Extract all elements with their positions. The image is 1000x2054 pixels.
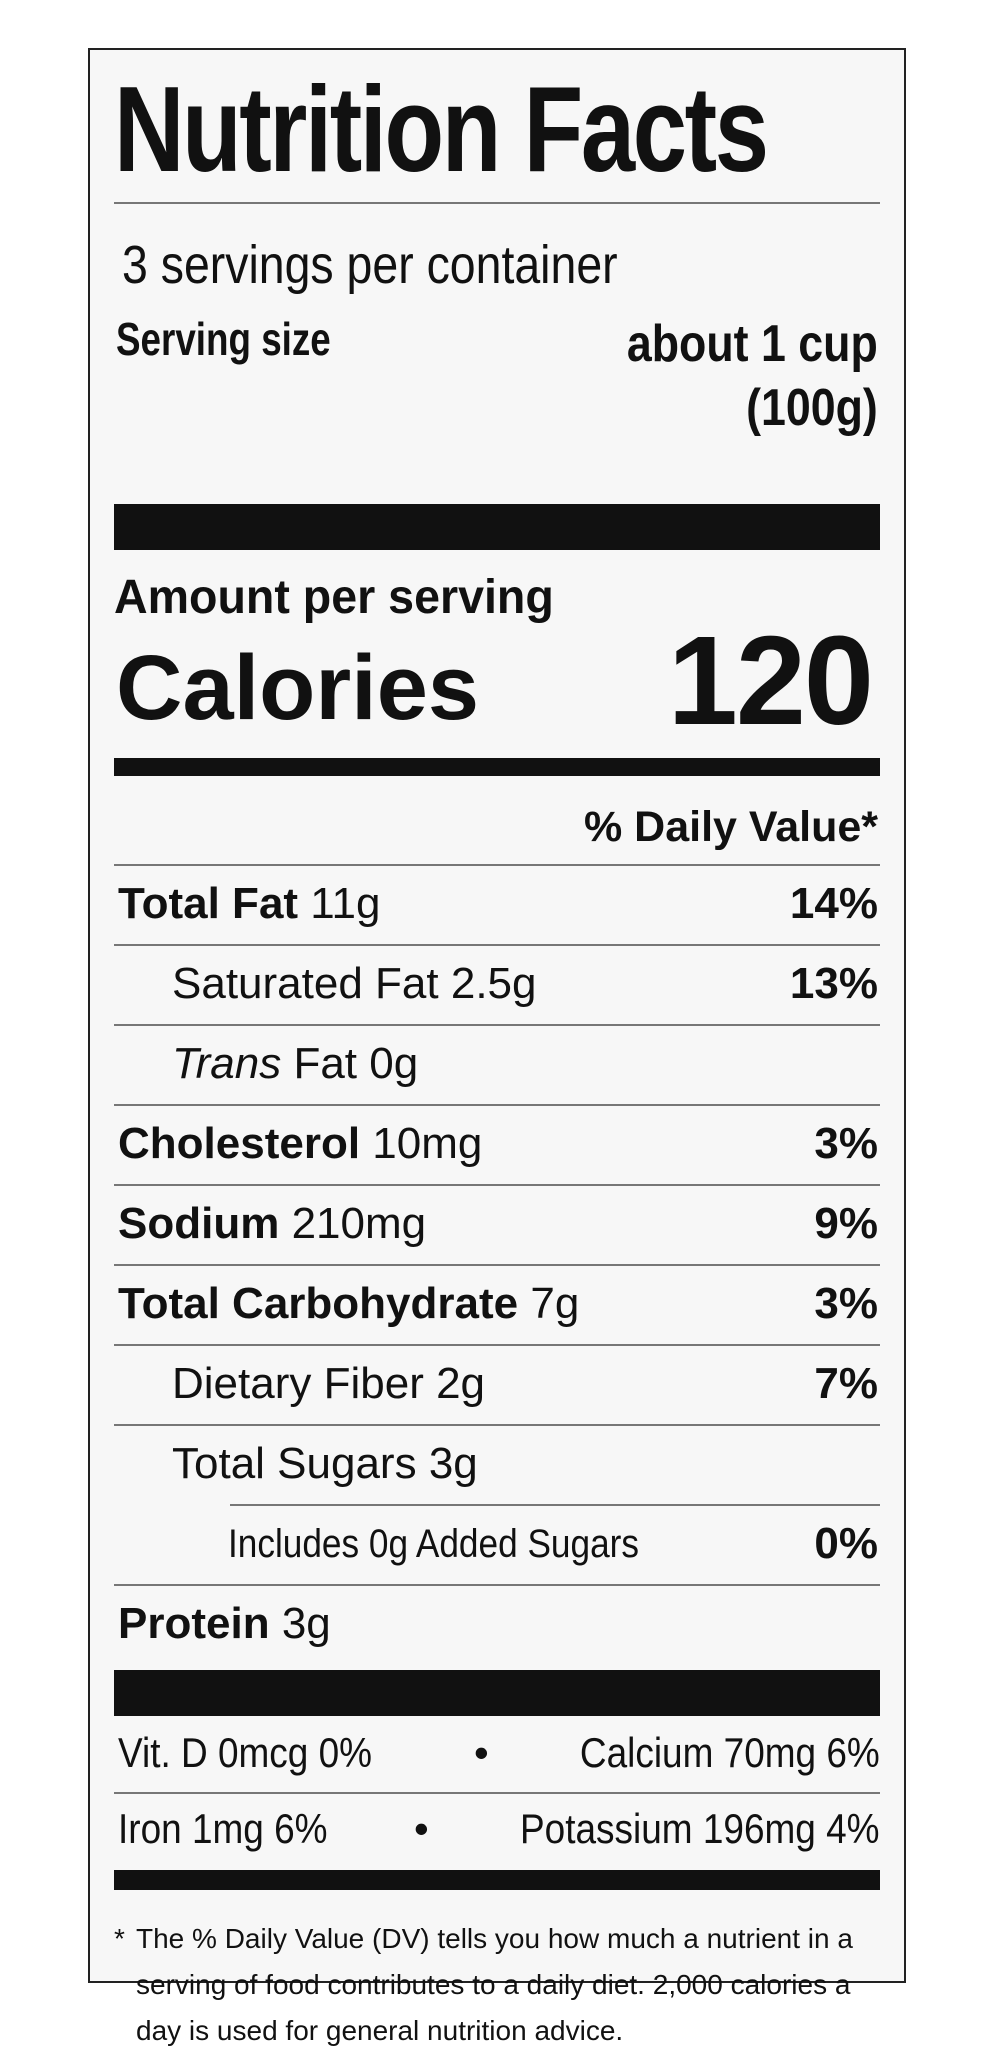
divider bbox=[114, 944, 880, 946]
divider bbox=[114, 1024, 880, 1026]
nutrition-label: Nutrition Facts 3 servings per container… bbox=[88, 48, 906, 2046]
medium-divider bbox=[114, 1870, 880, 1890]
nutrient-row-total-sugars: Total Sugars 3g bbox=[114, 1424, 880, 1504]
nutrient-name: Saturated Fat 2.5g bbox=[172, 959, 537, 1008]
vitamin-d: Vit. D 0mcg 0% bbox=[118, 1729, 373, 1776]
nutrient-row-trans-fat: Trans Fat 0g bbox=[114, 1024, 880, 1104]
bullet: • bbox=[474, 1729, 489, 1776]
nutrient-name: Total Fat 11g bbox=[118, 879, 381, 928]
nutrient-dv: 13% bbox=[789, 959, 878, 1008]
nutrient-dv: 0% bbox=[814, 1519, 878, 1568]
nutrient-name: Total Sugars 3g bbox=[172, 1439, 478, 1488]
serving-size-value-line1: about 1 cup bbox=[627, 315, 878, 373]
nutrient-dv: 3% bbox=[814, 1119, 878, 1168]
divider bbox=[114, 1184, 880, 1186]
vitamin-row: Iron 1mg 6% • Potassium 196mg 4% bbox=[114, 1792, 880, 1868]
nutrient-name: Protein 3g bbox=[118, 1599, 331, 1648]
potassium: Potassium 196mg 4% bbox=[520, 1805, 880, 1852]
calories-label: Calories bbox=[116, 637, 480, 739]
medium-divider bbox=[114, 758, 880, 776]
nutrient-row-sodium: Sodium 210mg 9% bbox=[114, 1184, 880, 1264]
nutrient-name: Includes 0g Added Sugars bbox=[228, 1522, 639, 1566]
nutrient-name: Sodium 210mg bbox=[118, 1199, 427, 1248]
divider bbox=[114, 864, 880, 866]
serving-size-value: about 1 cup (100g) bbox=[627, 312, 878, 441]
nutrient-row-added-sugars: Includes 0g Added Sugars 0% bbox=[114, 1504, 880, 1584]
divider bbox=[114, 1792, 880, 1794]
nutrient-dv: 7% bbox=[814, 1359, 878, 1408]
nutrient-row-protein: Protein 3g bbox=[114, 1584, 880, 1664]
divider bbox=[230, 1504, 880, 1506]
nutrient-name: Total Carbohydrate 7g bbox=[118, 1279, 580, 1328]
thick-divider bbox=[114, 1670, 880, 1716]
nutrient-row-total-carbohydrate: Total Carbohydrate 7g 3% bbox=[114, 1264, 880, 1344]
nutrient-name: Trans Fat 0g bbox=[172, 1039, 419, 1088]
divider bbox=[114, 1264, 880, 1266]
vitamin-row: Vit. D 0mcg 0% • Calcium 70mg 6% bbox=[114, 1716, 880, 1792]
footnote-star: * bbox=[114, 1923, 125, 1954]
nutrient-dv: 9% bbox=[814, 1199, 878, 1248]
serving-size-value-line2: (100g) bbox=[746, 379, 878, 438]
nutrient-dv: 14% bbox=[789, 879, 878, 928]
nutrient-row-saturated-fat: Saturated Fat 2.5g 13% bbox=[114, 944, 880, 1024]
calories-value: 120 bbox=[667, 610, 874, 751]
divider bbox=[114, 1584, 880, 1586]
label-inner: Nutrition Facts 3 servings per container… bbox=[114, 50, 880, 2046]
nutrient-name: Cholesterol 10mg bbox=[118, 1119, 483, 1168]
label-title: Nutrition Facts bbox=[114, 61, 769, 197]
calcium: Calcium 70mg 6% bbox=[580, 1729, 880, 1776]
divider bbox=[114, 1104, 880, 1106]
nutrient-name: Dietary Fiber 2g bbox=[172, 1359, 486, 1408]
thick-divider bbox=[114, 504, 880, 550]
nutrient-dv: 3% bbox=[814, 1279, 878, 1328]
iron: Iron 1mg 6% bbox=[118, 1805, 328, 1852]
nutrient-row-cholesterol: Cholesterol 10mg 3% bbox=[114, 1104, 880, 1184]
daily-value-header: % Daily Value* bbox=[584, 803, 878, 851]
footnote-text: The % Daily Value (DV) tells you how muc… bbox=[136, 1923, 853, 2046]
servings-per-container: 3 servings per container bbox=[122, 235, 618, 295]
divider bbox=[114, 1424, 880, 1426]
bullet: • bbox=[414, 1805, 429, 1852]
amount-per-serving: Amount per serving bbox=[114, 571, 554, 624]
serving-size-label: Serving size bbox=[116, 313, 331, 365]
divider bbox=[114, 202, 880, 204]
nutrient-row-dietary-fiber: Dietary Fiber 2g 7% bbox=[114, 1344, 880, 1424]
nutrient-row-total-fat: Total Fat 11g 14% bbox=[114, 864, 880, 944]
divider bbox=[114, 1344, 880, 1346]
